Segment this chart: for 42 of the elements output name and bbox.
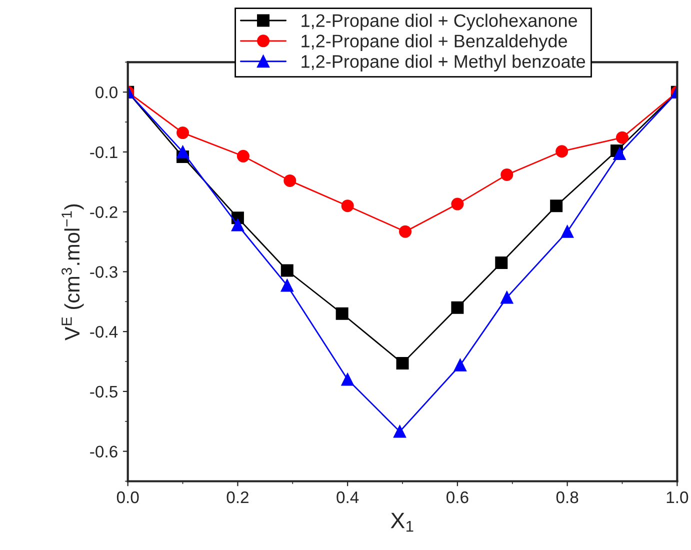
- x-tick-label: 0.0: [116, 491, 139, 504]
- point: [556, 145, 568, 158]
- x-tick-label: 0.2: [226, 491, 248, 504]
- y-tick-label: 0.0: [96, 86, 118, 98]
- y-axis-title: V$^{E}$ (cm$^{3}$.mol$^{−1}$): [62, 204, 84, 340]
- y-tick-label: -0.1: [90, 146, 118, 158]
- y-tick-label: -0.6: [90, 446, 118, 458]
- y-tick-label: -0.2: [90, 206, 118, 218]
- point: [451, 301, 464, 314]
- point: [550, 200, 563, 212]
- x-axis-title: X$_{1}$: [390, 512, 414, 532]
- point: [394, 425, 406, 438]
- point: [454, 358, 466, 372]
- x-tick-label: 1.0: [666, 491, 688, 504]
- point: [396, 357, 409, 370]
- y-tick-label: -0.4: [90, 326, 118, 338]
- point: [231, 218, 244, 232]
- point: [616, 131, 628, 144]
- point: [500, 291, 514, 304]
- point: [500, 168, 514, 181]
- y-tick-label: -0.3: [90, 266, 118, 278]
- point: [176, 146, 190, 158]
- x-tick-label: 0.4: [336, 491, 359, 504]
- legend-label: 1,2-Propane diol + Methyl benzoate: [302, 54, 586, 72]
- point: [176, 126, 190, 140]
- x-tick-label: 0.6: [446, 491, 468, 504]
- point: [284, 174, 296, 187]
- point: [280, 264, 294, 277]
- point: [280, 279, 294, 292]
- y-tick-label: -0.5: [90, 386, 118, 398]
- point: [451, 198, 464, 210]
- legend-label: 1,2-Propane diol + Benzaldehyde: [302, 34, 567, 52]
- point: [336, 307, 348, 320]
- point: [236, 150, 250, 162]
- point: [495, 256, 508, 269]
- point: [613, 148, 626, 160]
- x-tick-label: 0.8: [556, 491, 578, 504]
- point: [399, 225, 412, 238]
- point: [561, 225, 574, 238]
- point: [341, 200, 354, 212]
- legend-label: 1,2-Propane diol + Cyclohexanone: [302, 14, 578, 31]
- point: [341, 373, 354, 386]
